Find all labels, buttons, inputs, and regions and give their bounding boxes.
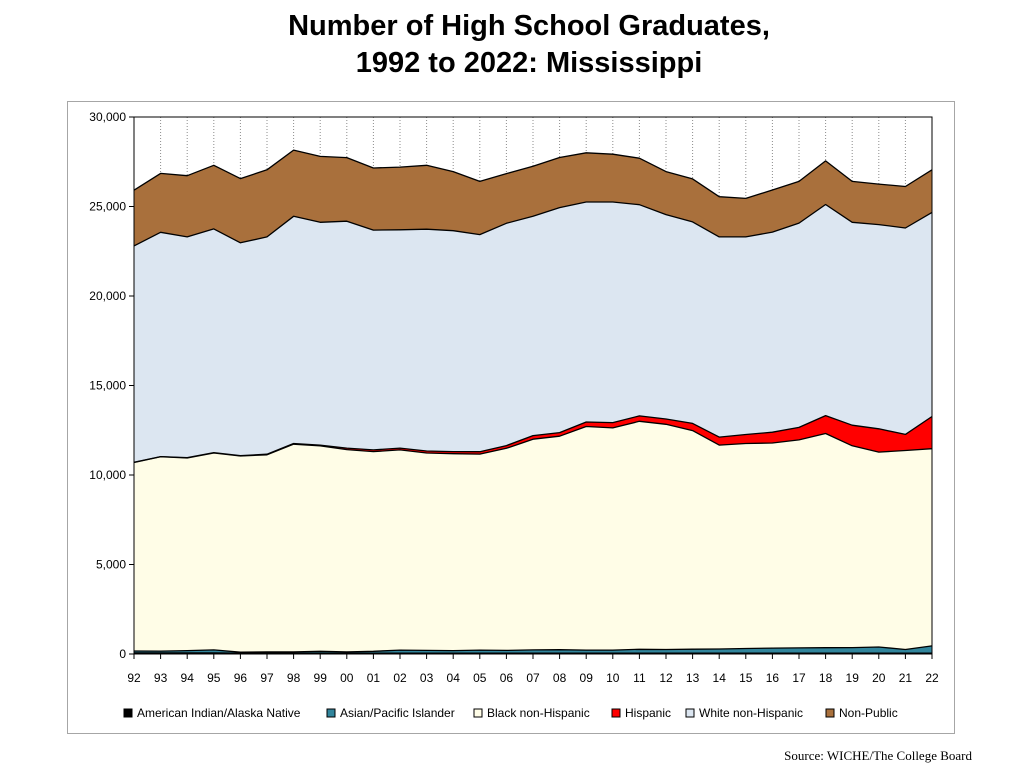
x-tick-label: 12 [659, 671, 673, 685]
area-series-2 [134, 645, 932, 654]
chart-title: Number of High School Graduates, 1992 to… [0, 8, 1024, 82]
series-boundary-line-5 [133, 201, 933, 247]
series-boundary-line-2 [133, 645, 933, 653]
legend-swatch-1 [123, 708, 133, 718]
chart-title-line-2: 1992 to 2022: Mississippi [355, 47, 703, 79]
x-tick-label: 08 [553, 671, 567, 685]
y-tick-label: 0 [119, 647, 126, 661]
x-tick-label: 09 [580, 671, 594, 685]
x-tick-label: 04 [447, 671, 461, 685]
legend-label-5: White non-Hispanic [699, 706, 803, 720]
area-series-3 [134, 421, 932, 653]
source-note: Source: WICHE/The College Board [784, 748, 972, 763]
legend-label-2: Asian/Pacific Islander [340, 706, 455, 720]
chart-title-line-1: Number of High School Graduates, [288, 10, 770, 42]
y-tick-label: 25,000 [89, 200, 126, 214]
x-tick-label: 03 [420, 671, 434, 685]
y-tick-label: 5,000 [96, 558, 126, 572]
legend-label-3: Black non-Hispanic [487, 706, 590, 720]
x-tick-label: 00 [340, 671, 354, 685]
legend-label-4: Hispanic [625, 706, 671, 720]
x-tick-label: 06 [500, 671, 514, 685]
x-tick-label: 01 [367, 671, 381, 685]
x-tick-label: 21 [899, 671, 913, 685]
series-boundary-line-4 [133, 414, 933, 463]
x-tick-label: 07 [526, 671, 540, 685]
x-tick-label: 18 [819, 671, 833, 685]
x-tick-label: 15 [739, 671, 753, 685]
legend-label-6: Non-Public [839, 706, 898, 720]
x-tick-label: 96 [234, 671, 248, 685]
x-tick-label: 05 [473, 671, 487, 685]
legend-swatch-3 [473, 708, 483, 718]
series-boundary-line-6 [133, 149, 933, 200]
x-tick-label: 19 [846, 671, 860, 685]
x-tick-label: 17 [792, 671, 806, 685]
x-tick-label: 93 [154, 671, 168, 685]
x-tick-label: 98 [287, 671, 301, 685]
legend-swatch-6 [825, 708, 835, 718]
y-tick-label: 15,000 [89, 379, 126, 393]
x-tick-label: 10 [606, 671, 620, 685]
x-tick-label: 14 [713, 671, 727, 685]
x-tick-label: 11 [633, 671, 646, 685]
x-tick-label: 99 [314, 671, 328, 685]
x-tick-label: 13 [686, 671, 700, 685]
legend-swatch-2 [326, 708, 336, 718]
x-tick-label: 16 [766, 671, 780, 685]
legend-label-1: American Indian/Alaska Native [137, 706, 301, 720]
area-series-5 [134, 202, 932, 463]
area-series-6 [134, 150, 932, 246]
legend-swatch-5 [685, 708, 695, 718]
legend-swatch-4 [611, 708, 621, 718]
x-tick-label: 97 [260, 671, 274, 685]
x-tick-label: 02 [393, 671, 407, 685]
x-tick-label: 20 [872, 671, 886, 685]
x-tick-label: 22 [925, 671, 939, 685]
y-tick-label: 20,000 [89, 289, 126, 303]
y-tick-label: 30,000 [89, 110, 126, 124]
x-tick-label: 95 [207, 671, 221, 685]
y-tick-label: 10,000 [89, 468, 126, 482]
x-tick-label: 94 [181, 671, 195, 685]
x-tick-label: 92 [127, 671, 141, 685]
